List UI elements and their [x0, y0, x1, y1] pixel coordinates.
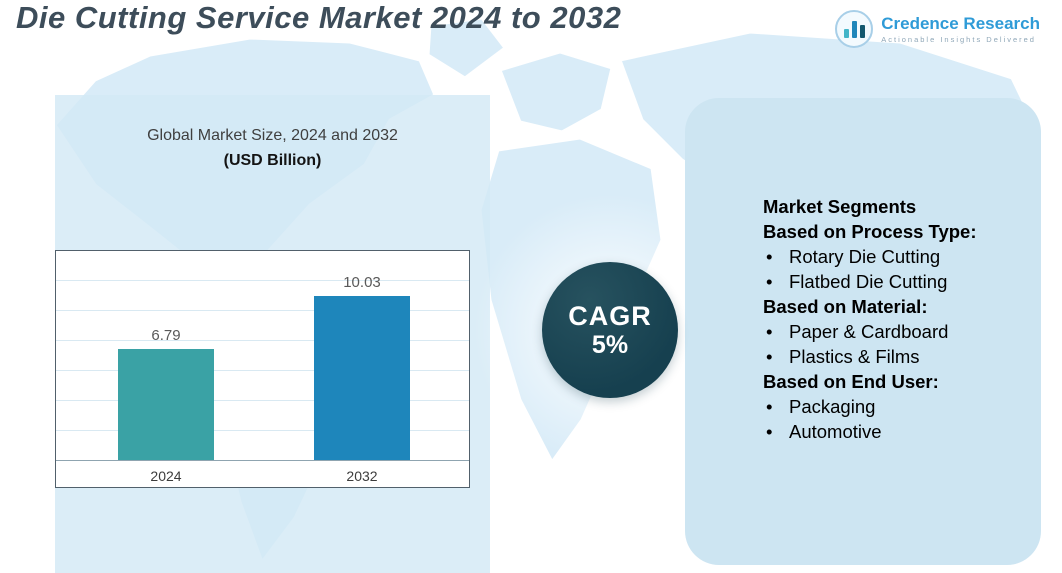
brand-text: Credence Research Actionable Insights De… — [881, 13, 1040, 44]
logo-bar-3 — [859, 25, 865, 38]
chart-title: Global Market Size, 2024 and 2032 — [147, 127, 398, 144]
process-type-list: Rotary Die Cutting Flatbed Die Cutting — [763, 244, 1025, 294]
chart-baseline — [56, 460, 469, 461]
bar-rect-2032 — [314, 296, 410, 460]
section-heading-process-type: Based on Process Type: — [763, 221, 977, 242]
chart-subtitle: (USD Billion) — [223, 152, 322, 169]
brand-logo: Credence Research Actionable Insights De… — [835, 10, 1040, 48]
segments-panel-content: Market Segments Based on Process Type: R… — [685, 98, 1041, 444]
section-heading-material: Based on Material: — [763, 296, 928, 317]
segments-heading: Market Segments — [763, 196, 917, 217]
chart-title-block: Global Market Size, 2024 and 2032 (USD B… — [55, 127, 490, 170]
bar-rect-2024 — [118, 349, 214, 460]
list-item: Packaging — [763, 394, 1025, 419]
bar-value-2024: 6.79 — [151, 327, 181, 344]
cagr-badge: CAGR 5% — [542, 262, 678, 398]
section-heading-end-user: Based on End User: — [763, 371, 939, 392]
logo-bar-2 — [851, 21, 857, 38]
x-axis-label-2024: 2024 — [150, 468, 182, 484]
list-item: Rotary Die Cutting — [763, 244, 1025, 269]
list-item: Paper & Cardboard — [763, 319, 1025, 344]
x-axis-label-2032: 2032 — [346, 468, 378, 484]
brand-name: Credence Research — [881, 13, 1040, 33]
material-list: Paper & Cardboard Plastics & Films — [763, 319, 1025, 369]
list-item: Flatbed Die Cutting — [763, 269, 1025, 294]
cagr-value: 5% — [591, 331, 629, 359]
bar-value-2032: 10.03 — [343, 274, 381, 291]
bar-group-2024: 6.79 — [118, 327, 214, 460]
end-user-list: Packaging Automotive — [763, 394, 1025, 444]
page-title: Die Cutting Service Market 2024 to 2032 — [16, 0, 622, 35]
bar-chart: 6.79 10.03 2024 2032 — [55, 250, 470, 488]
bar-group-2032: 10.03 — [314, 274, 410, 460]
brand-tagline: Actionable Insights Delivered — [881, 34, 1036, 44]
list-item: Automotive — [763, 419, 1025, 444]
logo-bar-1 — [843, 29, 849, 38]
list-item: Plastics & Films — [763, 344, 1025, 369]
cagr-label: CAGR — [568, 301, 652, 331]
credence-chart-icon — [835, 10, 874, 48]
segments-panel: Market Segments Based on Process Type: R… — [685, 98, 1041, 565]
